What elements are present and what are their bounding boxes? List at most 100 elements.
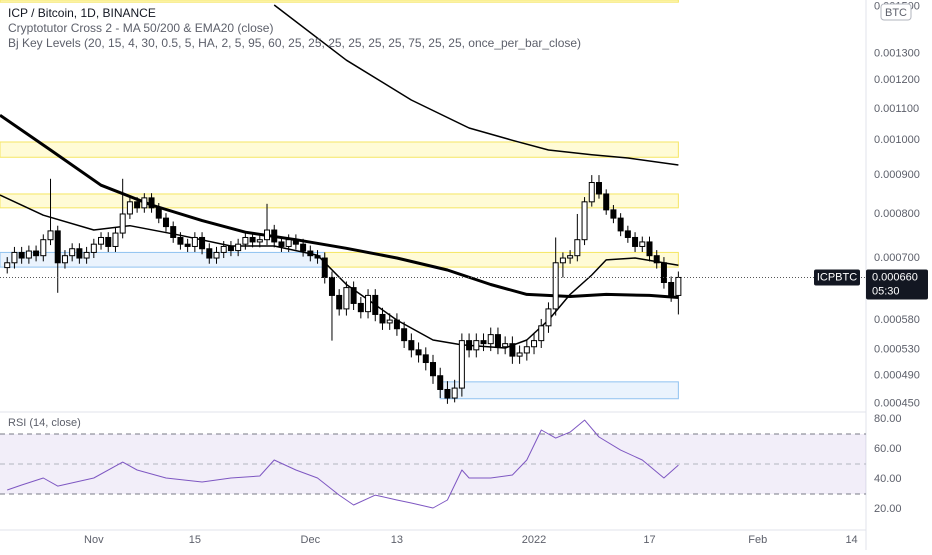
candle-body xyxy=(170,226,177,238)
candle-body xyxy=(646,241,653,257)
x-tick-label: Feb xyxy=(748,534,767,546)
y-tick-label: 0.001000 xyxy=(874,134,920,146)
candle-body xyxy=(162,217,169,228)
key-level-zone xyxy=(0,141,679,158)
x-tick-label: 17 xyxy=(643,534,655,546)
candle-body xyxy=(617,217,624,232)
candle-body xyxy=(531,340,538,348)
candle-body xyxy=(552,262,559,310)
moving-average xyxy=(0,194,679,349)
y-tick-label: 0.001200 xyxy=(874,74,920,86)
candle-body xyxy=(249,236,256,243)
candle-body xyxy=(292,239,299,245)
x-tick-label: 13 xyxy=(391,534,403,546)
candle-body xyxy=(328,276,335,296)
y-tick-label: 0.000580 xyxy=(874,314,920,326)
candle-body xyxy=(83,251,90,259)
candle-body xyxy=(285,239,292,247)
key-level-zone xyxy=(0,0,679,3)
price-badge xyxy=(866,269,928,300)
candle-body xyxy=(581,201,588,241)
candle-body xyxy=(343,287,350,310)
y-tick-label: 0.000700 xyxy=(874,252,920,264)
rsi-tick-label: 60.00 xyxy=(874,443,902,455)
candle-body xyxy=(668,281,675,296)
candle-body xyxy=(126,201,133,215)
candle-body xyxy=(653,255,660,264)
candle-body xyxy=(61,255,68,264)
rsi-tick-label: 80.00 xyxy=(874,413,902,425)
candle-body xyxy=(538,325,545,342)
y-tick-label: 0.000530 xyxy=(874,344,920,356)
candle-body xyxy=(523,346,530,354)
candle-body xyxy=(559,257,566,264)
candle-body xyxy=(567,255,574,259)
indicator-label: Cryptotutor Cross 2 - MA 50/200 & EMA20 … xyxy=(8,21,273,35)
x-tick-label: 14 xyxy=(845,534,857,546)
y-tick-label: 0.000900 xyxy=(874,169,920,181)
key-level-zone xyxy=(0,193,679,209)
candle-body xyxy=(386,319,393,324)
key-level-zone xyxy=(0,251,326,268)
candle-body xyxy=(25,250,32,259)
candle-body xyxy=(177,236,184,245)
key-level-zone xyxy=(439,381,679,400)
candle-body xyxy=(76,248,83,259)
candle-body xyxy=(220,245,227,253)
candle-body xyxy=(119,213,126,234)
y-tick-label: 0.000800 xyxy=(874,208,920,220)
y-tick-label: 0.001300 xyxy=(874,48,920,60)
y-tick-label: 0.001100 xyxy=(874,103,919,115)
rsi-label: RSI (14, close) xyxy=(8,417,81,429)
moving-average xyxy=(0,113,679,299)
currency-badge xyxy=(880,3,912,21)
candle-body xyxy=(480,340,487,345)
candle-body xyxy=(199,236,206,250)
rsi-tick-label: 40.00 xyxy=(874,473,902,485)
candle-body xyxy=(69,248,76,257)
candle-body xyxy=(430,362,436,377)
y-tick-label: 0.000450 xyxy=(874,398,920,410)
candle-body xyxy=(98,236,105,245)
candle-body xyxy=(314,255,321,259)
candle-body xyxy=(574,239,581,257)
candle-body xyxy=(487,334,494,345)
candle-body xyxy=(545,308,552,327)
candle-body xyxy=(502,343,509,348)
candle-body xyxy=(213,251,220,259)
candle-body xyxy=(639,241,646,247)
last-price-label: 0.000660 xyxy=(872,271,918,283)
candle-body xyxy=(112,232,119,247)
indicator-label: Bj Key Levels (20, 15, 4, 30, 0.5, 5, HA… xyxy=(8,36,581,50)
candle-body xyxy=(632,236,639,247)
candle-body xyxy=(134,201,141,209)
candle-body xyxy=(321,257,328,278)
candle-body xyxy=(105,236,112,247)
candle-body xyxy=(191,236,198,247)
candle-body xyxy=(588,182,595,203)
plot: 0.0015000.0013000.0012000.0011000.001000… xyxy=(0,0,928,546)
candle-body xyxy=(11,251,18,264)
candle-body xyxy=(451,387,458,399)
y-tick-label: 0.000490 xyxy=(874,370,920,382)
candle-body xyxy=(90,243,97,253)
candle-body xyxy=(148,197,155,209)
countdown-label: 05:30 xyxy=(872,285,900,297)
candle-body xyxy=(437,375,444,390)
candle-body xyxy=(350,287,357,304)
currency: BTC xyxy=(885,7,907,19)
candle-body xyxy=(307,250,314,257)
x-tick-label: 2022 xyxy=(522,534,546,546)
candle-body xyxy=(18,251,25,259)
candle-body xyxy=(408,340,415,351)
candle-body xyxy=(54,230,61,264)
candle-body xyxy=(473,340,480,351)
candle-body xyxy=(603,193,610,211)
candle-body xyxy=(660,262,667,283)
candle-body xyxy=(33,250,40,257)
candle-body xyxy=(494,334,501,348)
candle-body xyxy=(4,262,11,269)
candle-body xyxy=(516,352,523,357)
labels: ICP / Bitcoin, 1D, BINANCE Cryptotutor C… xyxy=(8,3,912,429)
